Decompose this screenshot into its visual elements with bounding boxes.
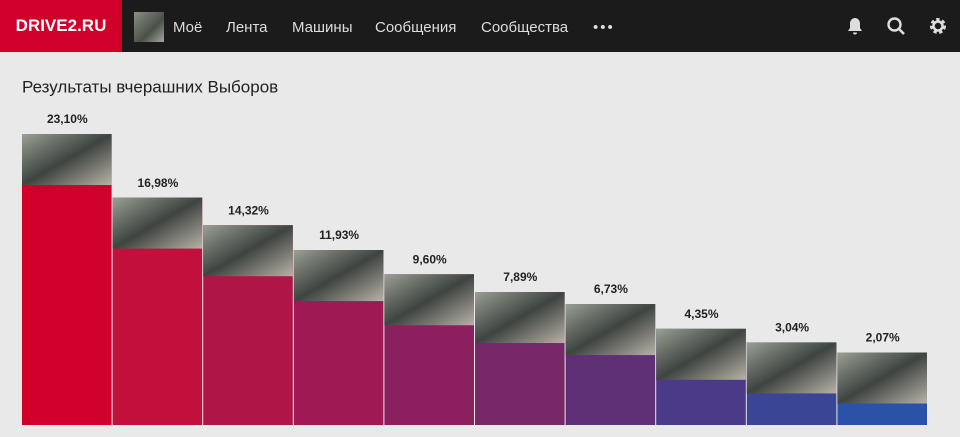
car-photo xyxy=(746,342,837,394)
menu-item[interactable]: Сообщения xyxy=(375,19,457,36)
chart-title: Результаты вчерашних Выборов xyxy=(22,77,278,96)
car-photo xyxy=(112,197,203,249)
car-photo xyxy=(293,250,384,302)
search-icon[interactable] xyxy=(886,16,906,36)
settings-icon[interactable] xyxy=(928,16,948,36)
value-label: 14,32% xyxy=(228,203,269,217)
menu-item[interactable]: Сообщества xyxy=(481,19,569,36)
car-photo xyxy=(837,352,927,404)
car-photo xyxy=(22,134,112,185)
logo[interactable]: DRIVE2.RU xyxy=(0,0,122,52)
bell-icon[interactable] xyxy=(845,16,865,36)
menu-more[interactable]: ••• xyxy=(593,19,615,36)
top-bar: DRIVE2.RU Моё Лента Машины Сообщения Соо… xyxy=(0,0,960,52)
value-label: 11,93% xyxy=(319,228,359,242)
value-label: 2,07% xyxy=(866,331,900,345)
menu-item[interactable]: Моё xyxy=(173,19,203,36)
value-label: 23,10% xyxy=(47,112,88,126)
car-photo xyxy=(384,274,474,326)
value-label: 16,98% xyxy=(138,176,179,190)
car-photo xyxy=(565,304,656,356)
car-photo xyxy=(475,292,565,344)
value-label: 4,35% xyxy=(684,307,718,321)
menu-item[interactable]: Машины xyxy=(292,19,353,36)
value-label: 6,73% xyxy=(594,282,628,296)
menu-item[interactable]: Лента xyxy=(226,19,268,36)
value-label: 9,60% xyxy=(413,252,447,266)
chart: Результаты вчерашних Выборов 23,10% 16,98… xyxy=(22,77,927,425)
value-label: 7,89% xyxy=(503,270,537,284)
car-photo xyxy=(656,328,746,380)
avatar[interactable] xyxy=(134,12,164,42)
value-label: 3,04% xyxy=(775,321,809,335)
car-photo xyxy=(203,225,293,277)
